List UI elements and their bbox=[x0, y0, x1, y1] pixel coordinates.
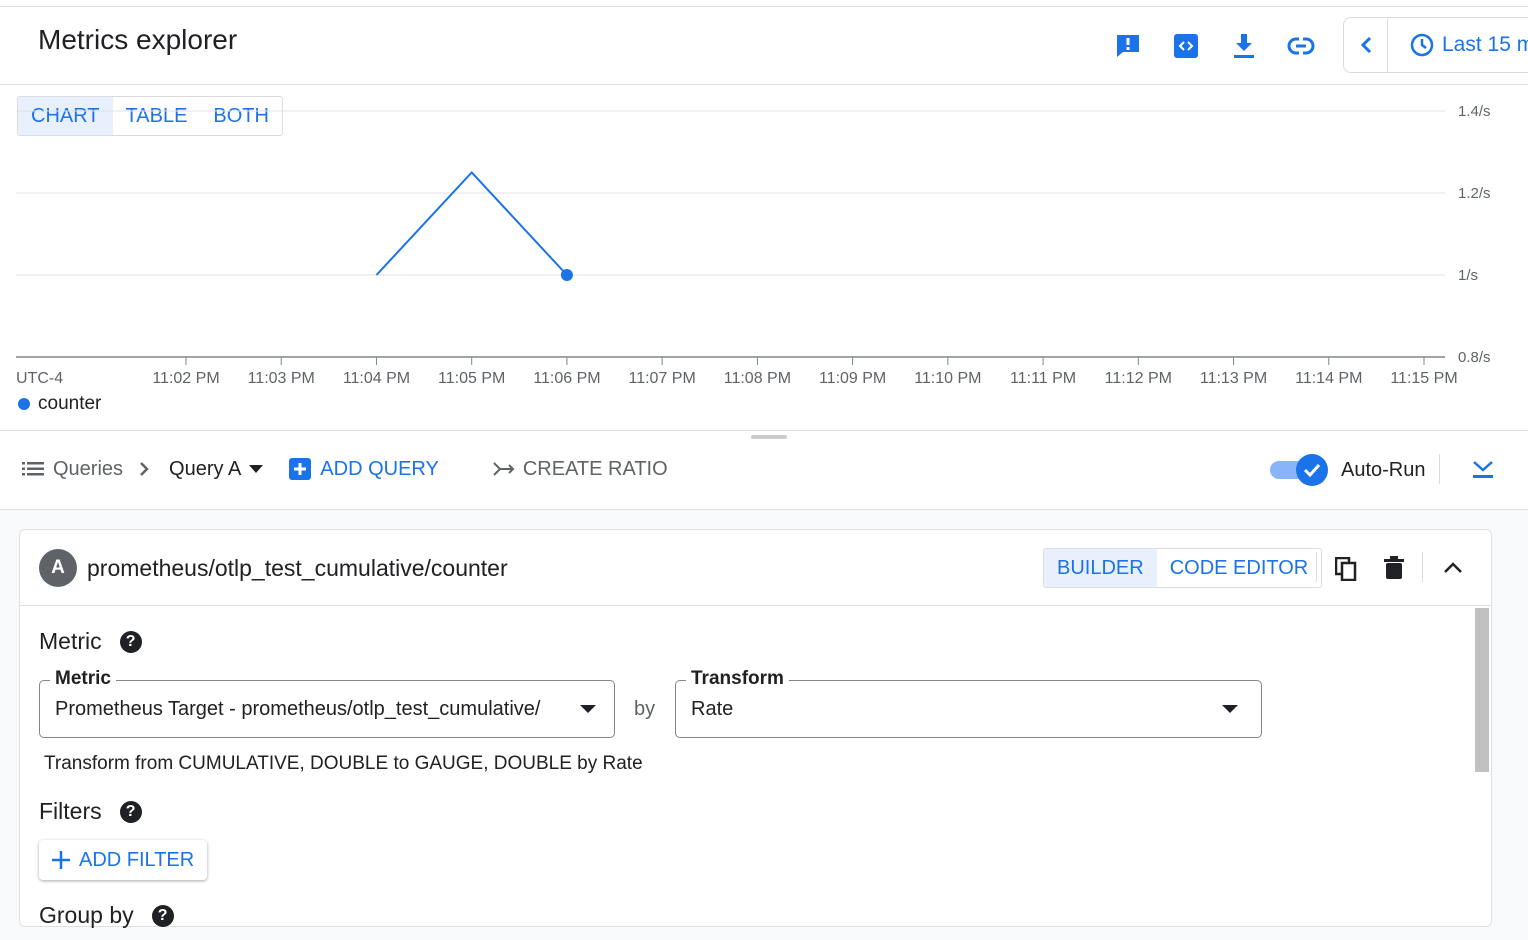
query-badge: A bbox=[39, 549, 77, 587]
delete-icon[interactable] bbox=[1384, 556, 1404, 580]
metric-section-title: Metric bbox=[39, 628, 102, 654]
y-tick-label: 0.8/s bbox=[1458, 349, 1491, 366]
y-tick-label: 1.4/s bbox=[1458, 103, 1491, 120]
transform-field-label: Transform bbox=[686, 668, 789, 690]
copy-icon[interactable] bbox=[1335, 557, 1357, 581]
x-tick-label: 11:15 PM bbox=[1390, 370, 1457, 387]
add-box-icon bbox=[289, 458, 312, 480]
dropdown-arrow-icon bbox=[1222, 705, 1238, 713]
metric-field-label: Metric bbox=[50, 668, 116, 690]
merge-arrow-icon bbox=[493, 462, 515, 476]
help-icon[interactable]: ? bbox=[119, 630, 142, 653]
legend-dot bbox=[18, 398, 30, 410]
resize-handle[interactable] bbox=[751, 435, 787, 439]
query-bar: Queries Query A ADD QUERY CREATE RATIO A… bbox=[0, 448, 1528, 490]
y-tick-label: 1.2/s bbox=[1458, 185, 1491, 202]
add-filter-button[interactable]: ADD FILTER bbox=[39, 840, 207, 880]
chevron-right-icon bbox=[140, 462, 149, 476]
x-tick-label: 11:03 PM bbox=[248, 370, 315, 387]
metric-select[interactable]: Metric Prometheus Target - prometheus/ot… bbox=[39, 668, 615, 738]
groupby-section-title: Group by bbox=[39, 902, 134, 928]
x-tick-label: 11:02 PM bbox=[152, 370, 219, 387]
add-filter-label: ADD FILTER bbox=[79, 848, 195, 871]
link-icon[interactable] bbox=[1287, 32, 1315, 60]
filters-section-title: Filters bbox=[39, 798, 102, 824]
x-tick-label: 11:09 PM bbox=[819, 370, 886, 387]
plus-icon bbox=[52, 851, 70, 869]
auto-run-label: Auto-Run bbox=[1341, 459, 1426, 481]
code-icon[interactable] bbox=[1172, 32, 1200, 60]
create-ratio-button[interactable]: CREATE RATIO bbox=[522, 457, 668, 480]
timezone-label: UTC-4 bbox=[16, 370, 63, 387]
x-tick-label: 11:14 PM bbox=[1295, 370, 1362, 387]
time-range-picker[interactable]: Last 15 m bbox=[1343, 17, 1528, 73]
tab-builder[interactable]: BUILDER bbox=[1044, 549, 1157, 587]
x-tick-label: 11:11 PM bbox=[1010, 370, 1076, 387]
x-tick-label: 11:12 PM bbox=[1105, 370, 1172, 387]
queries-link[interactable]: Queries bbox=[53, 457, 124, 480]
metric-field-value: Prometheus Target - prometheus/otlp_test… bbox=[55, 698, 541, 720]
x-tick-label: 11:08 PM bbox=[724, 370, 791, 387]
top-bar bbox=[0, 6, 1528, 85]
series-line bbox=[375, 171, 568, 276]
query-metric-title: prometheus/otlp_test_cumulative/counter bbox=[87, 555, 508, 581]
help-icon[interactable]: ? bbox=[119, 800, 142, 823]
page-title: Metrics explorer bbox=[38, 24, 238, 55]
x-tick-label: 11:13 PM bbox=[1200, 370, 1267, 387]
download-icon[interactable] bbox=[1230, 32, 1258, 60]
dropdown-arrow-icon bbox=[580, 705, 596, 713]
feedback-icon[interactable] bbox=[1114, 32, 1142, 60]
collapse-down-icon[interactable] bbox=[1472, 458, 1494, 480]
previous-range-button[interactable] bbox=[1344, 18, 1388, 72]
chevron-up-icon[interactable] bbox=[1443, 562, 1463, 574]
legend-item[interactable]: counter bbox=[18, 393, 101, 415]
query-card: A prometheus/otlp_test_cumulative/counte… bbox=[19, 529, 1492, 928]
check-icon bbox=[1296, 454, 1328, 486]
x-tick-label: 11:05 PM bbox=[438, 370, 505, 387]
transform-field-value: Rate bbox=[691, 698, 734, 720]
chart: 0.8/s 1/s 1.2/s 1.4/s UTC-4 11:02 PM 11:03 PM 1… bbox=[16, 103, 1491, 387]
auto-run-toggle[interactable] bbox=[1270, 454, 1328, 486]
list-icon bbox=[22, 462, 44, 476]
transform-note: Transform from CUMULATIVE, DOUBLE to GAU… bbox=[44, 753, 643, 774]
help-icon[interactable]: ? bbox=[151, 904, 174, 927]
y-tick-label: 1/s bbox=[1458, 267, 1478, 284]
transform-select[interactable]: Transform Rate bbox=[675, 668, 1262, 738]
add-query-button[interactable]: ADD QUERY bbox=[320, 457, 439, 480]
tab-code-editor[interactable]: CODE EDITOR bbox=[1169, 557, 1309, 579]
x-tick-label: 11:06 PM bbox=[533, 370, 600, 387]
query-selector[interactable]: Query A bbox=[169, 457, 242, 480]
x-tick-label: 11:04 PM bbox=[343, 370, 410, 387]
legend-label: counter bbox=[38, 393, 102, 414]
data-point bbox=[560, 269, 573, 281]
mode-tabs: BUILDER CODE EDITOR bbox=[1043, 548, 1323, 588]
x-tick-label: 11:10 PM bbox=[914, 370, 981, 387]
dropdown-arrow-icon bbox=[249, 465, 264, 473]
scrollbar[interactable] bbox=[1475, 608, 1489, 772]
time-range-label: Last 15 m bbox=[1442, 33, 1528, 56]
divider bbox=[0, 430, 1528, 431]
chevron-left-icon bbox=[1360, 36, 1371, 54]
clock-icon bbox=[1410, 33, 1434, 57]
x-tick-label: 11:07 PM bbox=[629, 370, 696, 387]
by-label: by bbox=[634, 698, 656, 720]
